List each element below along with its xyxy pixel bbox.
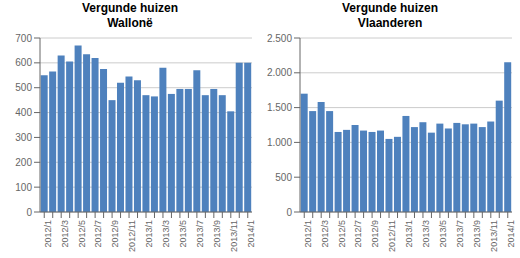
- svg-text:2013/7: 2013/7: [195, 220, 205, 248]
- svg-text:0: 0: [286, 207, 292, 218]
- svg-text:2013/1: 2013/1: [144, 220, 154, 248]
- svg-text:1.000: 1.000: [267, 137, 292, 148]
- svg-text:2012/5: 2012/5: [337, 220, 347, 248]
- svg-text:2012/9: 2012/9: [370, 220, 380, 248]
- svg-text:500: 500: [275, 172, 292, 183]
- svg-text:2014/1: 2014/1: [506, 220, 512, 248]
- svg-text:2012/9: 2012/9: [110, 220, 120, 248]
- svg-text:1.500: 1.500: [267, 102, 292, 113]
- svg-text:2012/7: 2012/7: [354, 220, 364, 248]
- svg-text:2012/1: 2012/1: [303, 220, 313, 248]
- svg-text:2012/7: 2012/7: [94, 220, 104, 248]
- html-text:Vlaanderen: Vlaanderen: [357, 16, 423, 30]
- html-text:Vergunde huizen: Vergunde huizen: [82, 1, 178, 15]
- svg-text:2013/1: 2013/1: [404, 220, 414, 248]
- svg-text:2013/11: 2013/11: [229, 220, 239, 252]
- svg-text:200: 200: [15, 157, 32, 168]
- svg-text:2013/5: 2013/5: [438, 220, 448, 248]
- svg-text:2012/11: 2012/11: [127, 220, 137, 252]
- svg-text:2013/3: 2013/3: [421, 220, 431, 248]
- svg-text:700: 700: [15, 33, 32, 44]
- svg-text:2013/3: 2013/3: [161, 220, 171, 248]
- svg-text:2.000: 2.000: [267, 67, 292, 78]
- svg-text:100: 100: [15, 182, 32, 193]
- svg-text:2013/9: 2013/9: [212, 220, 222, 248]
- svg-text:2013/11: 2013/11: [489, 220, 499, 252]
- svg-text:300: 300: [15, 132, 32, 143]
- svg-text:2013/9: 2013/9: [472, 220, 482, 248]
- html-text:Wallonë: Wallonë: [107, 16, 153, 30]
- svg-text:2.500: 2.500: [267, 33, 292, 44]
- svg-text:2012/3: 2012/3: [60, 220, 70, 248]
- html-text:Vergunde huizen: Vergunde huizen: [342, 1, 438, 15]
- svg-text:500: 500: [15, 82, 32, 93]
- svg-text:2014/1: 2014/1: [246, 220, 256, 248]
- svg-text:600: 600: [15, 57, 32, 68]
- svg-text:2013/7: 2013/7: [455, 220, 465, 248]
- svg-text:2012/11: 2012/11: [387, 220, 397, 252]
- svg-text:2012/5: 2012/5: [77, 220, 87, 248]
- svg-text:2013/5: 2013/5: [178, 220, 188, 248]
- svg-text:0: 0: [26, 207, 32, 218]
- svg-text:2012/1: 2012/1: [43, 220, 53, 248]
- svg-text:400: 400: [15, 107, 32, 118]
- svg-text:2012/3: 2012/3: [320, 220, 330, 248]
